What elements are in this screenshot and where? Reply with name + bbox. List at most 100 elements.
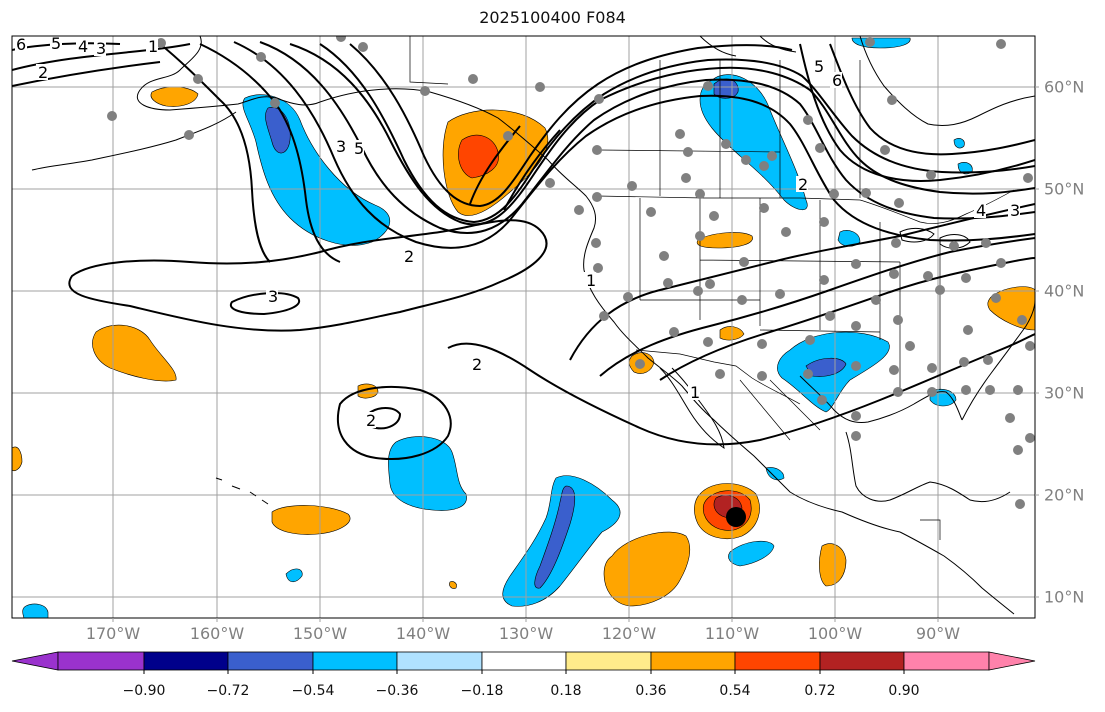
svg-text:5: 5 (51, 34, 61, 53)
contour-label: 2 (36, 63, 48, 82)
contour-label: 5 (812, 57, 824, 76)
station-markers (107, 36, 1035, 509)
lat-label: 50°N (1044, 179, 1085, 199)
colorbar-bin (481, 651, 567, 671)
storm-center-marker (726, 507, 746, 527)
anomaly-small-blue-2 (765, 467, 785, 481)
contour-east-hi-2 (829, 43, 1035, 156)
anomaly-ep-orange (819, 543, 847, 587)
anomaly-pacific-orange-3 (271, 505, 351, 535)
lat-ticks (1035, 86, 1039, 598)
colorbar-tick-label: −0.90 (122, 683, 166, 699)
colorbar-bin (734, 651, 821, 671)
lon-label: 100°W (807, 624, 863, 643)
contour-1-subtropical (447, 333, 1035, 446)
state-lines (639, 198, 941, 390)
contour-label: 3 (334, 137, 346, 156)
east-coast (961, 299, 1035, 421)
contour-nw-3 (12, 61, 161, 87)
hawaii-islands (215, 477, 269, 505)
lon-label: 130°W (498, 624, 554, 643)
contour-label-group: 6 5 4 3 2 1 3 5 2 3 2 1 5 6 2 4 3 1 2 (15, 34, 1020, 430)
contour-label: 3 (94, 39, 106, 58)
svg-text:2: 2 (798, 175, 808, 194)
lon-label: 90°W (915, 624, 961, 643)
colorbar-ticks (143, 670, 905, 674)
lat-label: 20°N (1044, 485, 1085, 505)
contour-2-hawaii (336, 385, 452, 460)
lon-label: 160°W (189, 624, 245, 643)
svg-text:3: 3 (96, 39, 106, 58)
contour-label: 4 (974, 201, 986, 220)
contour-ridge-5 (349, 43, 793, 208)
contour-label: 6 (830, 71, 842, 90)
contour-label: 2 (402, 247, 414, 266)
central-america (899, 531, 1015, 615)
contour-label: 2 (364, 411, 376, 430)
anomaly-plains-orange (696, 232, 753, 249)
contour-label: 1 (688, 383, 700, 402)
svg-text:1: 1 (586, 271, 596, 290)
lon-label: 120°W (601, 624, 657, 643)
svg-text:3: 3 (336, 137, 346, 156)
contour-trough-1 (569, 203, 1035, 361)
anomaly-small-orange-1 (449, 581, 457, 589)
contour-trough-3 (659, 257, 1035, 381)
anomaly-corner-orange (12, 446, 23, 472)
colorbar-bin (227, 651, 314, 671)
anomaly-small-blue-1 (285, 568, 303, 583)
colorbar-tick-label: −0.54 (291, 683, 335, 699)
lon-label: 140°W (395, 624, 451, 643)
contour-label: 5 (50, 34, 62, 53)
lon-label: 110°W (704, 624, 760, 643)
colorbar-tick-label: 0.54 (719, 683, 751, 699)
contour-2-pacific (68, 219, 548, 332)
colorbar (11, 651, 1036, 671)
svg-text:1: 1 (690, 383, 700, 402)
colorbar-bin (903, 651, 990, 671)
svg-text:5: 5 (354, 139, 364, 158)
colorbar-bin (312, 651, 398, 671)
colorbar-bin (819, 651, 905, 671)
svg-text:2: 2 (366, 411, 376, 430)
lat-label: 40°N (1044, 281, 1085, 301)
anomaly-gulfmex-blue (837, 230, 861, 247)
colorbar-max-extension (988, 651, 1036, 671)
contour-label: 2 (470, 355, 482, 374)
svg-text:3: 3 (268, 287, 278, 306)
contour-label: 6 (15, 36, 27, 54)
anomaly-quebec-blue (953, 138, 965, 149)
contour-ridge-4 (319, 43, 1035, 224)
aleutians (31, 111, 237, 171)
colorbar-tick-label: −0.36 (375, 683, 419, 699)
lon-label: 150°W (292, 624, 348, 643)
anomaly-pacific-blue-1 (388, 436, 467, 511)
hudson-coast (859, 36, 1035, 127)
anomaly-ep-blue (728, 540, 775, 567)
contour-west-1 (159, 43, 271, 263)
svg-text:2: 2 (38, 63, 48, 82)
lat-label: 10°N (1044, 587, 1085, 607)
colorbar-tick-label: 0.72 (804, 683, 836, 699)
colorbar-tick-label: −0.72 (206, 683, 250, 699)
svg-text:2: 2 (404, 247, 414, 266)
gulf-coast (799, 375, 963, 423)
colorbar-bin (143, 651, 229, 671)
anomaly-pacific-core-2 (534, 485, 576, 589)
contour-closed-3-pacific (229, 292, 301, 316)
svg-text:5: 5 (814, 57, 824, 76)
svg-text:4: 4 (976, 201, 986, 220)
anomaly-corner-blue (22, 603, 49, 618)
contour-east-hi-1 (799, 43, 1035, 182)
colorbar-bin (650, 651, 736, 671)
colorbar-tick-label: 0.90 (888, 683, 920, 699)
contour-nw-2 (12, 43, 191, 71)
lon-ticks (112, 618, 939, 622)
map-frame (11, 35, 1036, 619)
contour-ridge-3 (233, 41, 1035, 249)
colorbar-min-extension (11, 651, 59, 671)
map-content: 6 5 4 3 2 1 3 5 2 3 2 1 5 6 2 4 3 1 2 (12, 34, 1035, 618)
great-lakes (899, 227, 971, 249)
contour-label: 1 (584, 271, 596, 290)
svg-text:4: 4 (78, 37, 88, 56)
